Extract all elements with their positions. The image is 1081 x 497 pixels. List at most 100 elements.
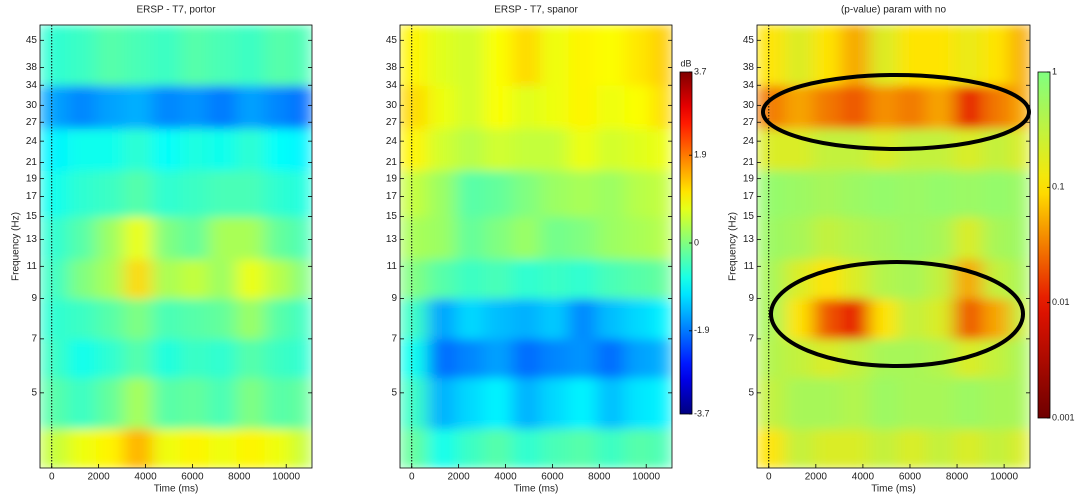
heatmap-cell	[208, 216, 238, 260]
heatmap-cell	[95, 258, 125, 300]
heatmap-cell	[264, 377, 294, 430]
heatmap-cell	[540, 298, 570, 340]
heatmap-cell	[869, 428, 899, 468]
heatmap-cell	[152, 258, 182, 300]
y-tick-label: 38	[386, 62, 398, 73]
heatmap-cell	[897, 216, 927, 260]
heatmap-cell	[784, 84, 814, 129]
heatmap-cell	[264, 338, 294, 379]
y-tick-label: 11	[27, 261, 38, 272]
heatmap-cell	[455, 298, 485, 340]
heatmap-cell	[236, 169, 266, 218]
heatmap-cell	[925, 377, 956, 430]
heatmap-cell	[236, 25, 266, 86]
panel: 5 7 9 11 13 15 17 19 21 24 27 30 34 38 45 0 2000 4000 6000…	[11, 5, 313, 495]
heatmap-cell	[757, 127, 786, 171]
heatmap-cell	[123, 84, 154, 129]
heatmap-cell	[180, 216, 210, 260]
x-tick-label: 6000	[899, 472, 922, 483]
y-tick-label: 7	[748, 333, 754, 344]
heatmap-cell	[784, 258, 814, 300]
y-tick-label: 34	[26, 80, 38, 91]
heatmap-cell	[540, 377, 570, 430]
heatmap-cell	[427, 428, 457, 468]
heatmap-cell	[264, 258, 294, 300]
heatmap-cell	[95, 84, 125, 129]
y-tick-label: 19	[743, 173, 755, 184]
heatmap-cell	[180, 84, 210, 129]
heatmap-cell	[784, 377, 814, 430]
heatmap-cell	[455, 377, 485, 430]
heatmap-cell	[1010, 169, 1030, 218]
heatmap-cell	[483, 127, 514, 171]
y-tick-label: 13	[386, 234, 398, 245]
heatmap-cell	[67, 216, 97, 260]
heatmap-cell	[869, 169, 899, 218]
heatmap-cell	[812, 216, 843, 260]
colorbar-tick-label: 0	[694, 237, 699, 247]
heatmap-cell	[540, 169, 570, 218]
y-tick-label: 11	[744, 261, 755, 272]
heatmap-cell	[180, 258, 210, 300]
heatmap-cell	[841, 216, 871, 260]
heatmap-cell	[455, 338, 485, 379]
heatmap-cell	[67, 25, 97, 86]
heatmap-cell	[812, 258, 843, 300]
x-tick-label: 4000	[134, 472, 157, 483]
heatmap-cell	[982, 298, 1012, 340]
heatmap-cell	[568, 25, 598, 86]
heatmap-cell	[954, 216, 984, 260]
heatmap-cell	[596, 428, 626, 468]
heatmap-cell	[624, 216, 654, 260]
x-tick-label: 8000	[588, 472, 611, 483]
heatmap-cell	[427, 216, 457, 260]
heatmap-cell	[95, 216, 125, 260]
highlight-ellipse	[761, 73, 1031, 151]
heatmap-cell	[400, 127, 429, 171]
plot-frame	[756, 24, 1031, 469]
heatmap-cell	[954, 377, 984, 430]
heatmap-cell	[652, 216, 672, 260]
y-tick-label: 34	[386, 80, 398, 91]
heatmap-cell	[67, 377, 97, 430]
x-tick-label: 8000	[228, 472, 251, 483]
heatmap-cell	[180, 338, 210, 379]
heatmap-cell	[897, 84, 927, 129]
heatmap-cell	[925, 216, 956, 260]
heatmap-cell	[455, 216, 485, 260]
heatmap-cell	[540, 84, 570, 129]
y-tick-label: 38	[26, 62, 38, 73]
heatmap-cell	[123, 127, 154, 171]
heatmap-cell	[757, 216, 786, 260]
heatmap-cell	[67, 428, 97, 468]
heatmap-cell	[540, 338, 570, 379]
heatmap-cell	[236, 127, 266, 171]
heatmap-cell	[40, 377, 69, 430]
y-tick-label: 45	[743, 35, 755, 46]
y-tick-label: 13	[743, 234, 755, 245]
y-tick-label: 17	[26, 191, 38, 202]
heatmap-cell	[784, 338, 814, 379]
heatmap-cell	[897, 298, 927, 340]
heatmap-cell	[757, 169, 786, 218]
heatmap-cell	[757, 25, 786, 86]
y-tick-label: 5	[748, 387, 754, 398]
heatmap-cell	[568, 428, 598, 468]
heatmap-cell	[812, 428, 843, 468]
colorbar-tick-label: 0.001	[1052, 412, 1075, 422]
heatmap-cell	[292, 25, 312, 86]
heatmap-cell	[596, 25, 626, 86]
heatmap-cell	[264, 127, 294, 171]
y-tick-label: 17	[386, 191, 398, 202]
y-tick-label: 27	[26, 117, 38, 128]
heatmap-cell	[455, 127, 485, 171]
heatmap-cell	[925, 169, 956, 218]
heatmap-cell	[812, 298, 843, 340]
heatmap-cell	[400, 298, 429, 340]
heatmap-cell	[264, 216, 294, 260]
heatmap-cell	[982, 25, 1012, 86]
heatmap-cell	[925, 298, 956, 340]
heatmap-cell	[982, 169, 1012, 218]
x-tick-label: 10000	[272, 472, 300, 483]
x-tick-label: 0	[409, 472, 415, 483]
